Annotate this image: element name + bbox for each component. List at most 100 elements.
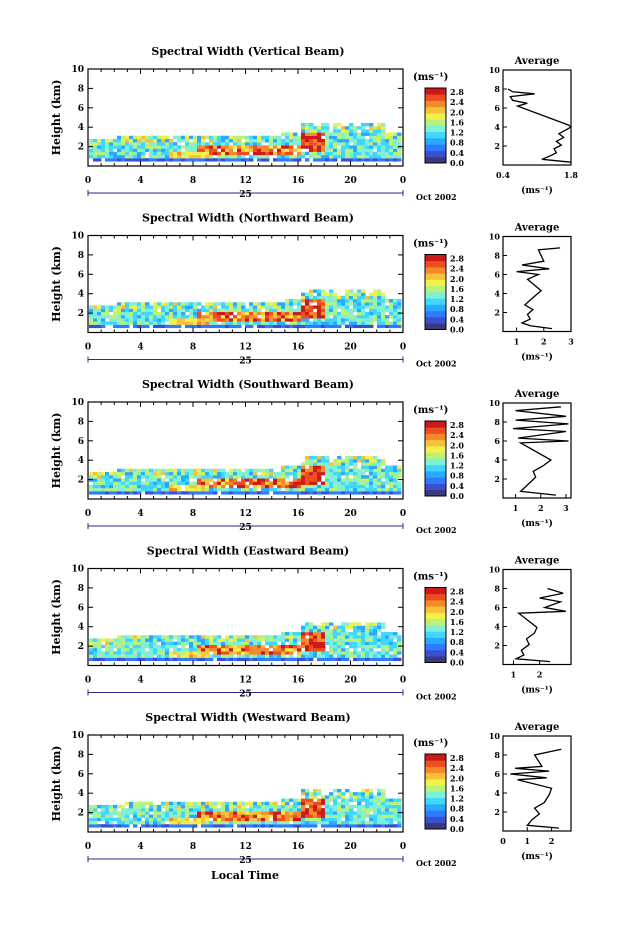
heatmap-cell — [301, 491, 306, 495]
heatmap-cell — [245, 308, 250, 313]
heatmap-cell — [301, 788, 306, 793]
heatmap-cell — [381, 804, 386, 809]
heatmap-cell — [201, 804, 206, 809]
heatmap-cell — [353, 151, 358, 156]
heatmap-cell — [141, 804, 146, 809]
heatmap-cell — [301, 299, 306, 303]
heatmap-cell — [101, 308, 106, 313]
heatmap-cell — [389, 308, 394, 313]
heatmap-cell — [237, 651, 242, 655]
heatmap-cell — [341, 151, 346, 156]
heatmap-cell — [233, 811, 238, 815]
heatmap-cell — [181, 311, 186, 316]
heatmap-cell — [173, 657, 178, 662]
heatmap-cell — [129, 138, 134, 143]
heatmap-cell — [397, 820, 402, 825]
heatmap-cell — [229, 638, 234, 642]
heatmap-cell — [281, 324, 286, 329]
heatmap-cell — [325, 315, 330, 319]
heatmap-cell — [221, 487, 226, 492]
heatmap-cell — [285, 814, 290, 818]
heatmap-cell — [341, 820, 346, 825]
heatmap-cell — [129, 817, 134, 822]
heatmap-cell — [365, 804, 370, 809]
heatmap-cell — [317, 318, 322, 322]
heatmap-cell — [149, 478, 154, 482]
heatmap-cell — [329, 158, 334, 162]
heatmap-cell — [381, 632, 386, 636]
heatmap-cell — [297, 635, 302, 639]
heatmap-cell — [313, 318, 318, 322]
heatmap-cell — [117, 638, 122, 642]
heatmap-cell — [369, 481, 374, 485]
heatmap-cell — [349, 632, 354, 636]
heatmap-cell — [273, 318, 278, 322]
heatmap-cell — [337, 481, 342, 485]
heatmap-cell — [325, 308, 330, 313]
heatmap-cell — [273, 302, 278, 306]
chart-title: Spectral Width (Vertical Beam) — [151, 45, 344, 58]
heatmap-cell — [257, 305, 262, 309]
heatmap-cell — [121, 641, 126, 646]
heatmap-cell — [201, 641, 206, 646]
heatmap-cell — [285, 657, 290, 662]
heatmap-cell — [161, 145, 166, 149]
heatmap-cell — [241, 811, 246, 815]
heatmap-cell — [333, 484, 338, 489]
heatmap-cell — [301, 808, 306, 812]
heatmap-cell — [117, 648, 122, 652]
heatmap-cell — [237, 654, 242, 658]
heatmap-cell — [393, 305, 398, 309]
heatmap-cell — [369, 462, 374, 466]
heatmap-cell — [165, 135, 170, 140]
heatmap-cell — [125, 814, 130, 818]
heatmap-cell — [313, 795, 318, 799]
heatmap-cell — [113, 817, 118, 822]
heatmap-cell — [233, 151, 238, 156]
heatmap-cell — [357, 459, 362, 463]
avg-y-tick-label: 8 — [494, 84, 500, 94]
heatmap-cell — [305, 318, 310, 322]
heatmap-cell — [369, 625, 374, 630]
heatmap-cell — [361, 811, 366, 815]
heatmap-cell — [241, 814, 246, 818]
heatmap-cell — [333, 808, 338, 812]
x-tick-label: 4 — [137, 176, 143, 186]
heatmap-cell — [233, 491, 238, 495]
heatmap-cell — [321, 318, 326, 322]
heatmap-cell — [333, 321, 338, 325]
heatmap-cell — [269, 644, 274, 649]
heatmap-cell — [337, 625, 342, 630]
heatmap-cell — [141, 315, 146, 319]
x-tick-label: 12 — [239, 842, 252, 852]
heatmap-cell — [201, 808, 206, 812]
avg-x-label: (ms⁻¹) — [521, 851, 553, 862]
heatmap-cell — [137, 475, 142, 479]
heatmap-cell — [285, 468, 290, 473]
heatmap-cell — [389, 798, 394, 802]
heatmap-cell — [265, 478, 270, 482]
heatmap-cell — [325, 622, 330, 626]
heatmap-cell — [197, 820, 202, 825]
heatmap-cell — [173, 648, 178, 652]
heatmap-cell — [133, 638, 138, 642]
heatmap-cell — [381, 311, 386, 316]
heatmap-cell — [325, 295, 330, 300]
heatmap-cell — [393, 811, 398, 815]
heatmap-cell — [177, 154, 182, 159]
heatmap-cell — [357, 487, 362, 492]
heatmap-cell — [325, 138, 330, 143]
heatmap-cell — [337, 318, 342, 322]
heatmap-cell — [249, 148, 254, 152]
heatmap-cell — [377, 817, 382, 822]
heatmap-cell — [109, 308, 114, 313]
heatmap-cell — [221, 475, 226, 479]
heatmap-cell — [253, 648, 258, 652]
heatmap-cell — [129, 811, 134, 815]
date-label: Oct 2002 — [416, 359, 457, 369]
heatmap-cell — [233, 158, 238, 162]
colorbar-tick-label: 2.8 — [450, 254, 464, 264]
heatmap-cells — [89, 455, 402, 495]
heatmap-cell — [381, 292, 386, 297]
heatmap-cell — [357, 635, 362, 639]
